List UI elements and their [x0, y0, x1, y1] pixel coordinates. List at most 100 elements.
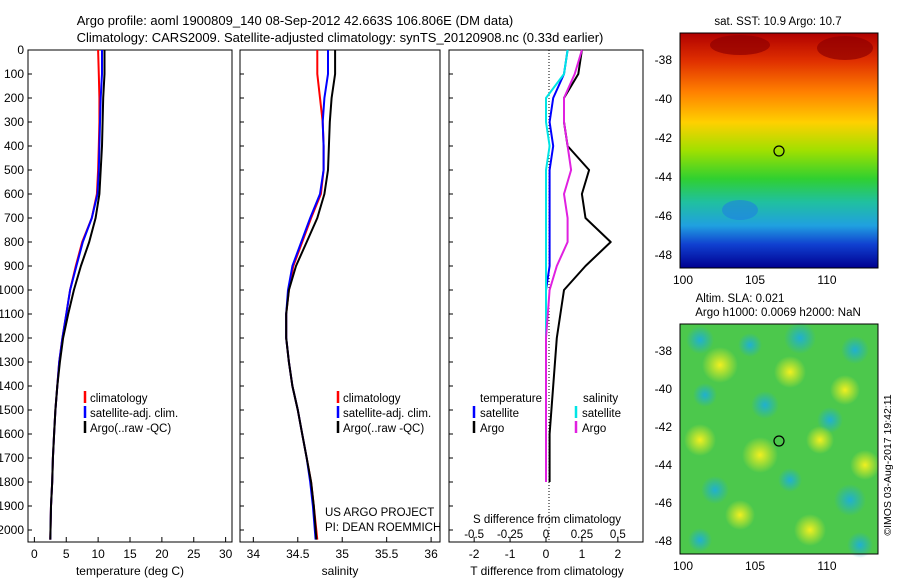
- legend-label-s-satellite: satellite: [582, 408, 621, 420]
- map-y-tick-label: -40: [655, 92, 673, 106]
- sla-anomaly-blob: [693, 383, 717, 407]
- series-line-climatology: [49, 49, 101, 540]
- depth-tick-label: 1300: [0, 355, 24, 369]
- x-tick-label: 34: [247, 547, 261, 561]
- sla-anomaly-blob: [778, 468, 802, 492]
- map-y-tick-label: -48: [655, 534, 673, 548]
- x-tick-label: -1: [505, 547, 516, 561]
- map-y-tick-label: -44: [655, 170, 673, 184]
- sst-map: [679, 32, 879, 269]
- sst-cool-patch: [722, 200, 758, 220]
- sla-anomaly-blob: [806, 426, 834, 454]
- legend-title-temperature: temperature: [480, 393, 542, 405]
- series-line-argo-raw-qc-: [49, 50, 106, 540]
- argo-location-marker: [773, 145, 785, 157]
- salinity-panel-frame: [239, 49, 441, 543]
- sla-anomaly-blob: [850, 450, 880, 480]
- sla-anomaly-blob: [847, 532, 873, 558]
- sla-anomaly-blob: [742, 437, 778, 473]
- depth-tick-label: 1200: [0, 331, 24, 345]
- depth-tick-label: 1400: [0, 379, 24, 393]
- sla-anomaly-blob: [794, 514, 826, 546]
- difference-x-ticks: -2 -1 0 1 2: [469, 537, 622, 561]
- legend-label-t-satellite: satellite: [480, 408, 519, 420]
- difference-legend: temperature salinity satellite Argo sate…: [472, 393, 621, 435]
- depth-tick-label: 700: [4, 211, 24, 225]
- x-tick-label: -2: [469, 547, 480, 561]
- x-tick-label: 35: [336, 547, 350, 561]
- legend-label-satellite: satellite-adj. clim.: [343, 408, 431, 420]
- x-tick-label: 5: [63, 547, 70, 561]
- sla-anomaly-blob: [830, 375, 860, 405]
- header-line1: Argo profile: aoml 1900809_140 08-Sep-20…: [77, 13, 514, 28]
- map-y-tick-label: -44: [655, 458, 673, 472]
- temperature-x-ticks: 0 5 10 15 20 25 30: [31, 537, 233, 561]
- top-tick-label: -0.5: [464, 529, 484, 541]
- sla-frame: [679, 323, 879, 555]
- series-line-satellite-adj-clim-: [285, 50, 329, 540]
- sla-y-ticks: -38 -40 -42 -44 -46 -48: [655, 344, 673, 548]
- salinity-x-ticks: 34 34.5 35 35.5 36: [247, 537, 438, 561]
- salinity-series: [285, 50, 337, 540]
- legend-label-t-argo: Argo: [480, 423, 504, 435]
- sla-anomaly-blob: [841, 336, 869, 364]
- sst-warm-patch: [817, 36, 873, 60]
- sst-frame: [679, 32, 879, 269]
- series-line-climatology: [285, 50, 325, 540]
- salinity-xlabel: salinity: [322, 564, 359, 578]
- depth-tick-label: 1500: [0, 403, 24, 417]
- x-tick-label: 20: [155, 547, 169, 561]
- legend-label-satellite: satellite-adj. clim.: [90, 408, 178, 420]
- imos-stamp: ©IMOS 03-Aug-2017 19:42:11: [882, 394, 894, 535]
- x-tick-label: 25: [187, 547, 201, 561]
- depth-axis: 0 100 200 300 400 500 600 700 800 900 1000 1100 1200…: [0, 43, 453, 537]
- legend-label-climatology: climatology: [343, 393, 401, 405]
- depth-tick-label: 200: [4, 91, 24, 105]
- temperature-xlabel: temperature (deg C): [76, 564, 184, 578]
- x-tick-label: 15: [123, 547, 137, 561]
- map-x-tick-label: 105: [745, 559, 765, 573]
- depth-tick-label: 1600: [0, 427, 24, 441]
- map-y-tick-label: -40: [655, 382, 673, 396]
- map-y-tick-label: -38: [655, 53, 673, 67]
- x-tick-label: 30: [219, 547, 233, 561]
- temperature-panel-frame: [27, 49, 233, 543]
- map-x-tick-label: 110: [817, 559, 836, 573]
- sla-anomaly-blob: [725, 500, 755, 530]
- depth-tick-label: 2000: [0, 523, 24, 537]
- sla-x-ticks: 100 105 110: [673, 559, 837, 573]
- sla-anomaly-blob: [738, 333, 762, 357]
- x-tick-label: 34.5: [286, 547, 310, 561]
- map-y-tick-label: -46: [655, 496, 673, 510]
- temperature-legend: climatology satellite-adj. clim. Argo(..…: [83, 391, 178, 435]
- depth-tick-label: 1800: [0, 475, 24, 489]
- depth-tick-label: 500: [4, 163, 24, 177]
- sla-anomaly-blob: [701, 476, 729, 504]
- top-tick-label: 0: [543, 529, 549, 541]
- depth-tick-label: 400: [4, 139, 24, 153]
- map-y-tick-label: -48: [655, 248, 673, 262]
- sla-anomaly-blob: [686, 326, 714, 354]
- top-tick-label: 0.5: [610, 529, 626, 541]
- map-y-tick-label: -42: [655, 131, 673, 145]
- sst-warm-patch: [710, 35, 770, 55]
- map-y-tick-label: -38: [655, 344, 673, 358]
- sla-map-title1: Altim. SLA: 0.021: [696, 293, 785, 305]
- series-line-satellite-adj-clim-: [49, 50, 103, 540]
- sla-map-title2: Argo h1000: 0.0069 h2000: NaN: [695, 307, 861, 319]
- depth-tick-label: 800: [4, 235, 24, 249]
- sla-anomaly-blob: [688, 528, 712, 552]
- depth-tick-label: 1000: [0, 283, 24, 297]
- depth-tick-label: 100: [4, 67, 24, 81]
- salinity-legend: climatology satellite-adj. clim. Argo(..…: [336, 391, 431, 435]
- sla-anomaly-blob: [784, 322, 816, 354]
- sst-field: [680, 33, 878, 268]
- sst-x-ticks: 100 105 110: [673, 273, 837, 287]
- sla-anomaly-blob: [751, 391, 779, 419]
- series-line-salinity-argo: [545, 49, 583, 482]
- depth-tick-label: 600: [4, 187, 24, 201]
- sla-anomaly-blob: [702, 347, 738, 383]
- sla-anomaly-blob: [684, 424, 716, 456]
- x-tick-label: 10: [91, 547, 105, 561]
